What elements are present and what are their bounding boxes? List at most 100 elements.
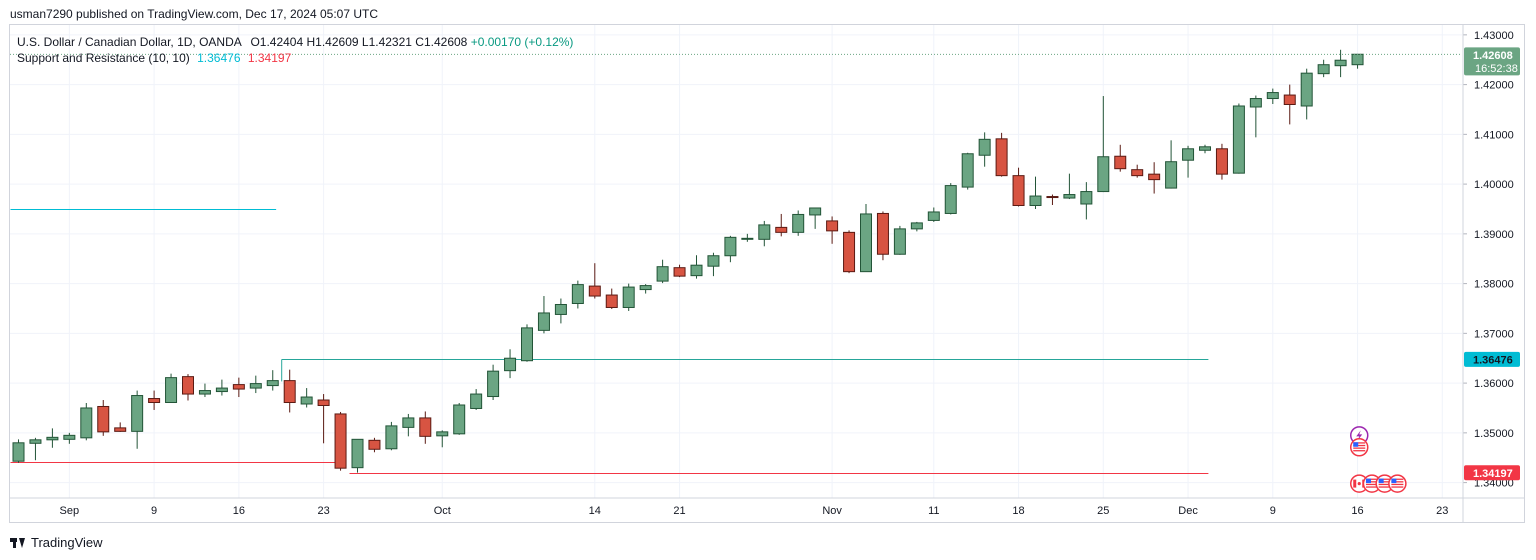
flag-stripe xyxy=(1378,478,1391,480)
support-price-tag-label: 1.36476 xyxy=(1473,354,1513,366)
price-axis-label: 1.43000 xyxy=(1474,30,1514,42)
flag-stripe xyxy=(1365,483,1378,486)
candle-down xyxy=(283,369,296,413)
candle-down xyxy=(317,394,330,444)
candle-up xyxy=(758,220,771,247)
footer: TradingView xyxy=(10,535,103,550)
candle-up xyxy=(537,296,550,334)
candle-body xyxy=(1029,195,1042,206)
candle-body xyxy=(1097,156,1110,193)
tradingview-logo-icon[interactable] xyxy=(10,537,26,549)
candle-up xyxy=(1249,95,1262,138)
candle-up xyxy=(639,284,652,294)
candle-body xyxy=(741,237,754,240)
flag-stripe xyxy=(1378,481,1391,483)
candle-body xyxy=(656,266,669,282)
candle-body xyxy=(148,398,161,404)
candle-up xyxy=(46,428,59,448)
footer-brand[interactable]: TradingView xyxy=(31,535,103,550)
price-axis-label: 1.38000 xyxy=(1474,279,1514,291)
candle-body xyxy=(893,228,906,255)
candle-body xyxy=(876,212,889,255)
candle-down xyxy=(1046,194,1059,205)
flag-canton xyxy=(1378,478,1384,484)
candle-body xyxy=(995,138,1008,177)
candle-down xyxy=(605,288,618,309)
candle-up xyxy=(893,225,906,255)
flag-stripe xyxy=(1378,483,1391,486)
low-value: L1.42321 xyxy=(361,35,412,49)
candle-body xyxy=(927,211,940,221)
candle-body xyxy=(351,438,364,469)
candle-up xyxy=(402,413,415,437)
candle-body xyxy=(453,404,466,435)
candle-body xyxy=(368,439,381,450)
candle-up xyxy=(1029,176,1042,209)
candle-body xyxy=(402,417,415,428)
flag-stripe xyxy=(1353,450,1366,452)
price-axis-label: 1.42000 xyxy=(1474,80,1514,92)
chart-legend: U.S. Dollar / Canadian Dollar, 1D, OANDA… xyxy=(17,34,573,66)
price-axis-label: 1.40000 xyxy=(1474,179,1514,191)
price-axis-label: 1.34000 xyxy=(1474,478,1514,490)
candle-up xyxy=(215,379,228,396)
candle-body xyxy=(46,436,59,441)
candle-down xyxy=(1148,162,1161,194)
candle-body xyxy=(826,220,839,232)
time-axis-label: 11 xyxy=(928,505,939,517)
candle-down xyxy=(148,390,161,410)
candle-body xyxy=(1182,148,1195,161)
indicator-name[interactable]: Support and Resistance (10, 10) xyxy=(17,51,190,65)
candle-body xyxy=(639,285,652,291)
price-axis-label: 1.35000 xyxy=(1474,428,1514,440)
candle-body xyxy=(792,213,805,233)
candle-body xyxy=(775,226,788,233)
candle-body xyxy=(12,442,25,462)
candle-up xyxy=(571,280,584,309)
symbol-legend-row: U.S. Dollar / Canadian Dollar, 1D, OANDA… xyxy=(17,34,573,50)
candle-down xyxy=(334,411,347,471)
candle-up xyxy=(1199,144,1211,154)
candle-up xyxy=(961,152,974,190)
flag-stripe xyxy=(1378,486,1391,488)
candle-body xyxy=(1334,59,1347,67)
lightning-glyph xyxy=(1356,430,1363,441)
candle-up xyxy=(724,235,737,263)
candle-body xyxy=(588,285,601,297)
candle-body xyxy=(300,396,313,405)
candle-up xyxy=(707,252,720,277)
flag-stripe xyxy=(1353,442,1366,444)
candle-body xyxy=(283,380,296,404)
candle-up xyxy=(792,210,805,236)
price-price-tag xyxy=(1464,47,1520,76)
time-axis-label: 14 xyxy=(589,505,601,517)
candle-down xyxy=(182,374,194,401)
candle-up xyxy=(1300,68,1313,120)
us-flag-icon[interactable] xyxy=(1388,474,1407,493)
candle-up xyxy=(927,207,940,222)
open-value: O1.42404 xyxy=(250,35,304,49)
flag-stripe xyxy=(1353,447,1366,449)
symbol-title[interactable]: U.S. Dollar / Canadian Dollar, 1D, OANDA xyxy=(17,35,242,49)
candle-up xyxy=(385,421,398,451)
change-value: +0.00170 (+0.12%) xyxy=(470,35,574,49)
candle-up xyxy=(1334,49,1347,78)
candle-body xyxy=(622,286,635,308)
candle-body xyxy=(707,255,720,267)
candle-body xyxy=(554,303,567,315)
candle-body xyxy=(1283,94,1296,106)
flag-canton xyxy=(1353,442,1359,447)
us-flag-icon[interactable] xyxy=(1375,474,1394,493)
candle-body xyxy=(1148,173,1161,181)
candle-body xyxy=(843,231,856,273)
time-axis-label: 16 xyxy=(233,505,245,517)
us-flag-icon[interactable] xyxy=(1349,438,1369,457)
candle-body xyxy=(334,413,347,469)
candle-body xyxy=(487,370,500,398)
candle-up xyxy=(249,375,262,394)
candle-body xyxy=(80,407,93,439)
candle-body xyxy=(1232,105,1245,174)
candle-up xyxy=(690,255,703,279)
candle-up xyxy=(80,403,93,441)
